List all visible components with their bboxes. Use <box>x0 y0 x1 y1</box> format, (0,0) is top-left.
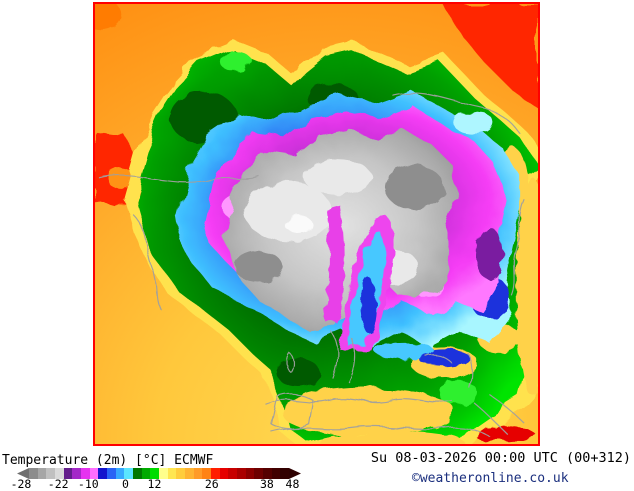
copyright-text: ©weatheronline.co.uk <box>412 471 569 486</box>
light-gray-patch <box>304 159 372 196</box>
colorbar-color-segment <box>176 468 186 479</box>
colorbar-color-segment <box>150 468 160 479</box>
coast-north-africa <box>271 426 490 437</box>
coast-mediterranean-north <box>265 398 452 405</box>
colorbar-color-segment <box>98 468 108 479</box>
temperature-map-canvas <box>95 4 538 444</box>
colorbar-color-segment <box>237 468 246 479</box>
balkan-cyan-streak <box>374 342 434 359</box>
colorbar-color-segment <box>185 468 194 479</box>
hot-region-top-right <box>443 4 538 108</box>
coast-pacific <box>132 213 161 310</box>
colorbar-right-arrow-icon <box>289 468 301 479</box>
colorbar-color-segment <box>81 468 90 479</box>
colorbar-color-segment <box>280 468 290 479</box>
dark-gray-patch <box>234 250 283 283</box>
colorbar-tick-label: -22 <box>47 477 69 491</box>
coldest-white-patch <box>284 215 313 233</box>
coast-black-caspian <box>425 352 473 389</box>
coast-iberia <box>270 393 314 430</box>
colorbar-color-segment <box>228 468 238 479</box>
dark-green-patch <box>276 358 320 387</box>
hot-region-left-orange-gap <box>106 168 135 189</box>
coast-asia-east <box>510 197 524 296</box>
coast-arctic-canada <box>98 175 260 183</box>
bright-green-patch <box>219 51 252 72</box>
colorbar-color-segment <box>115 468 125 479</box>
colorbar-color-segment <box>159 468 168 479</box>
colorbar-color-segment <box>46 468 56 479</box>
colorbar-color-segment <box>89 468 99 479</box>
colorbar-tick-labels: -28 -22 -10 0 12 26 38 48 <box>11 477 301 491</box>
colorbar-color-segment <box>167 468 177 479</box>
colorbar-tick-label: 26 <box>204 477 219 491</box>
colorbar-color-segment <box>211 468 220 479</box>
dark-gray-patch <box>384 165 444 210</box>
colorbar-color-segment <box>29 468 38 479</box>
colorbar-color-segment <box>254 468 264 479</box>
colorbar-tick-label: 48 <box>285 477 300 491</box>
colorbar-color-segment <box>72 468 82 479</box>
colorbar-color-segment <box>37 468 47 479</box>
colorbar-color-segment <box>193 468 203 479</box>
colorbar-tick-label: 12 <box>147 477 162 491</box>
colorbar-segments <box>29 468 290 479</box>
colorbar-left-arrow-icon <box>17 468 29 479</box>
colorbar-color-segment <box>124 468 134 479</box>
map-title: Temperature (2m) [°C] ECMWF <box>2 453 214 468</box>
coast-red-sea <box>473 393 524 435</box>
colorbar-color-segment <box>55 468 64 479</box>
coastlines <box>98 92 524 437</box>
colorbar-color-segment <box>107 468 116 479</box>
coast-siberia <box>392 92 520 134</box>
dark-purple-patch <box>475 227 504 280</box>
blue-core <box>360 277 377 334</box>
colorbar-tick-label: -10 <box>77 477 99 491</box>
temperature-colorbar <box>17 468 301 479</box>
mediterranean-yellow <box>281 388 456 437</box>
coast-britain <box>285 352 295 374</box>
colorbar-color-segment <box>202 468 212 479</box>
bright-green-patch <box>437 380 478 405</box>
norwegian-sea-intrusion <box>322 206 395 351</box>
colorbar-color-segment <box>133 468 142 479</box>
colorbar-color-segment <box>141 468 151 479</box>
valid-datetime: Su 08-03-2026 00:00 UTC (00+312) <box>370 450 631 466</box>
light-cyan-patch <box>453 111 494 135</box>
hot-spot-top-left <box>95 4 121 30</box>
colorbar-tick-label: -28 <box>10 477 32 491</box>
coast-baltic <box>330 330 356 383</box>
right-edge-yellow <box>516 177 538 396</box>
colorbar-tick-label: 38 <box>259 477 274 491</box>
colorbar-tick-label: 0 <box>122 477 129 491</box>
colorbar-color-segment <box>263 468 272 479</box>
colorbar-color-segment <box>219 468 229 479</box>
north-africa-yellow <box>318 432 466 444</box>
colorbar-color-segment <box>245 468 255 479</box>
colorbar-color-segment <box>63 468 73 479</box>
magenta-tongue <box>322 206 346 324</box>
temperature-map <box>93 2 540 446</box>
colorbar-color-segment <box>271 468 281 479</box>
